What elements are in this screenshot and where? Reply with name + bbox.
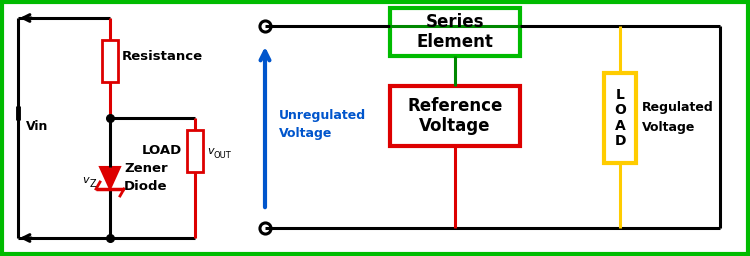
- FancyBboxPatch shape: [604, 73, 636, 163]
- Bar: [187, 130, 203, 172]
- Text: L
O
A
D: L O A D: [614, 88, 626, 148]
- Text: v: v: [82, 175, 88, 185]
- Text: Voltage: Voltage: [642, 122, 695, 134]
- Text: Series
Element: Series Element: [416, 13, 494, 51]
- Bar: [102, 40, 118, 82]
- Text: Diode: Diode: [124, 179, 167, 193]
- Text: Unregulated: Unregulated: [279, 109, 366, 122]
- Text: Resistance: Resistance: [122, 50, 203, 63]
- FancyBboxPatch shape: [390, 86, 520, 146]
- Text: Voltage: Voltage: [279, 127, 332, 141]
- Text: v: v: [207, 146, 214, 156]
- Text: Regulated: Regulated: [642, 101, 714, 114]
- Text: OUT: OUT: [213, 151, 231, 159]
- Text: Zener: Zener: [124, 162, 168, 175]
- Polygon shape: [100, 167, 120, 189]
- Text: LOAD: LOAD: [142, 144, 182, 157]
- Text: Z: Z: [90, 179, 97, 189]
- Text: Vin: Vin: [26, 120, 48, 133]
- FancyBboxPatch shape: [390, 8, 520, 56]
- Text: Reference
Voltage: Reference Voltage: [407, 97, 503, 135]
